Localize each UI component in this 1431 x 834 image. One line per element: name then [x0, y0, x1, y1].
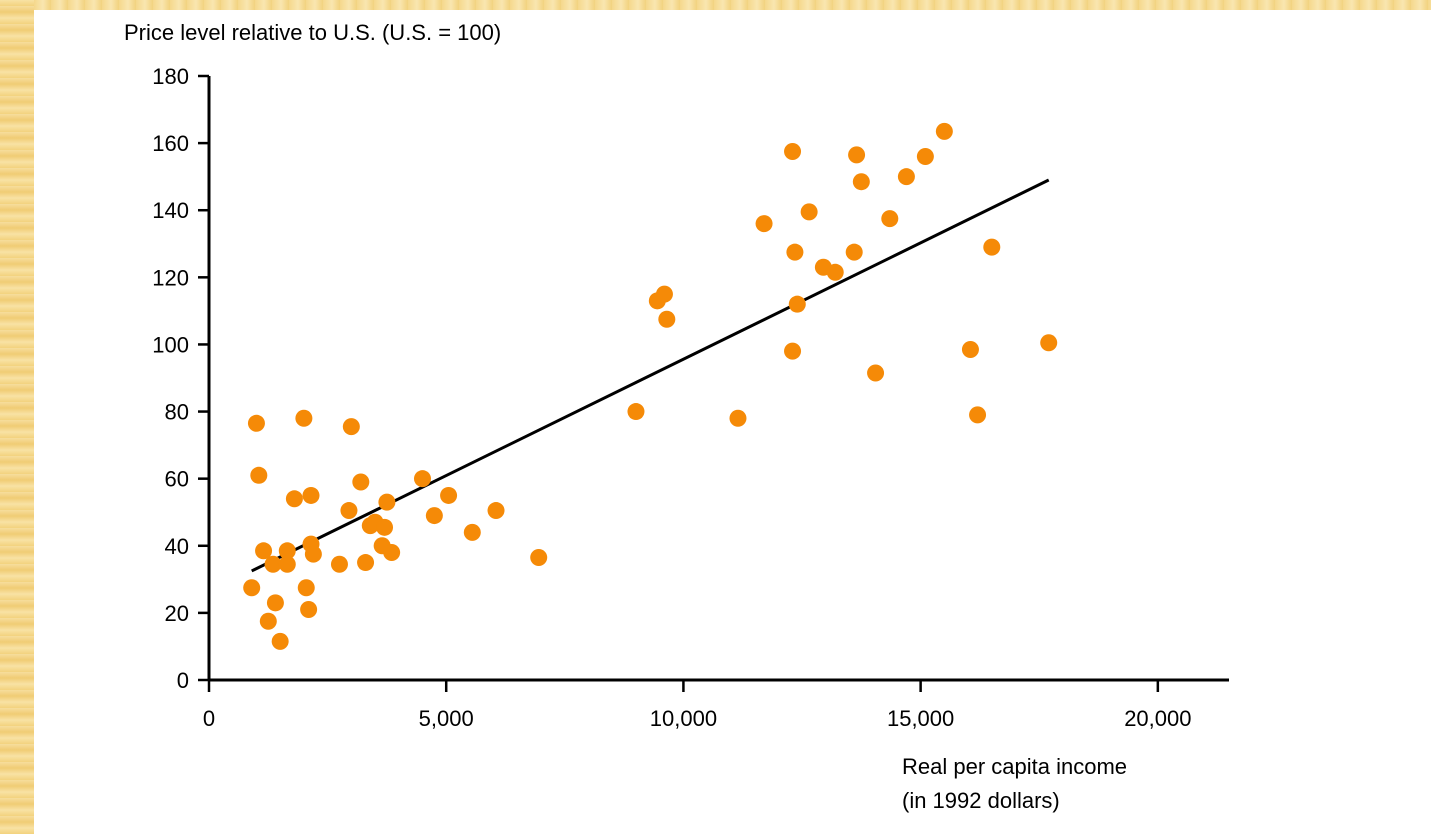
data-point	[729, 409, 747, 427]
data-point	[440, 486, 458, 504]
y-tick-label: 160	[152, 131, 189, 156]
y-tick-label: 40	[165, 534, 189, 559]
data-point	[340, 502, 358, 520]
x-axis-label-line-1: Real per capita income	[902, 754, 1127, 779]
y-tick-label: 60	[165, 467, 189, 492]
y-tick-label: 100	[152, 332, 189, 357]
data-point	[285, 490, 303, 508]
data-point	[530, 549, 548, 567]
data-point	[376, 518, 394, 536]
data-point	[463, 523, 481, 541]
data-point	[881, 210, 899, 228]
data-point	[297, 579, 315, 597]
trend-line	[251, 178, 1050, 573]
x-tick-label: 0	[203, 706, 215, 731]
data-point	[278, 542, 296, 560]
y-tick-label: 180	[152, 64, 189, 89]
y-ticks: 0 20 40 60 80 100 120 140 160 180	[152, 64, 209, 693]
data-point	[295, 409, 313, 427]
data-point	[413, 470, 431, 488]
data-point	[852, 173, 870, 191]
data-point	[259, 612, 277, 630]
data-point	[961, 340, 979, 358]
y-tick-label: 80	[165, 400, 189, 425]
y-tick-label: 20	[165, 601, 189, 626]
axes	[207, 76, 1229, 682]
data-point	[658, 310, 676, 328]
data-point	[897, 168, 915, 186]
data-point	[271, 632, 289, 650]
data-point	[266, 594, 284, 612]
y-axis-label: Price level relative to U.S. (U.S. = 100…	[124, 20, 501, 45]
y-tick-label: 0	[177, 668, 189, 693]
data-point	[935, 122, 953, 140]
data-point	[278, 555, 296, 573]
data-point	[487, 502, 505, 520]
data-point	[425, 507, 443, 525]
x-ticks: 0 5,000 10,000 15,000 20,000	[203, 680, 1191, 731]
data-point	[383, 543, 401, 561]
data-point	[755, 215, 773, 233]
slide-frame-top	[0, 0, 1431, 10]
data-point	[655, 285, 673, 303]
data-point	[304, 545, 322, 563]
data-point	[378, 493, 396, 511]
y-tick-label: 120	[152, 265, 189, 290]
data-point	[357, 554, 375, 572]
data-point	[255, 542, 273, 560]
data-point	[800, 203, 818, 221]
data-point	[845, 243, 863, 261]
data-point	[627, 403, 645, 421]
data-point	[916, 148, 934, 166]
data-point	[330, 555, 348, 573]
data-point	[826, 263, 844, 281]
data-point	[300, 601, 318, 619]
data-point	[983, 238, 1001, 256]
slide-frame-left	[0, 0, 34, 834]
data-points	[243, 122, 1058, 650]
x-axis-label-line-2: (in 1992 dollars)	[902, 788, 1060, 813]
data-point	[784, 143, 802, 160]
data-point	[302, 486, 320, 504]
x-tick-label: 20,000	[1124, 706, 1191, 731]
data-point	[867, 364, 885, 382]
data-point	[243, 579, 261, 597]
x-tick-label: 5,000	[419, 706, 474, 731]
data-point	[784, 342, 802, 360]
data-point	[969, 406, 987, 424]
data-point	[786, 243, 804, 261]
x-tick-label: 15,000	[887, 706, 954, 731]
data-point	[352, 473, 370, 491]
y-tick-label: 140	[152, 198, 189, 223]
x-tick-label: 10,000	[650, 706, 717, 731]
data-point	[342, 418, 360, 436]
data-point	[788, 295, 806, 313]
data-point	[250, 466, 268, 484]
data-point	[264, 555, 282, 573]
data-point	[848, 146, 866, 164]
data-point	[247, 414, 265, 432]
data-point	[1040, 334, 1058, 352]
